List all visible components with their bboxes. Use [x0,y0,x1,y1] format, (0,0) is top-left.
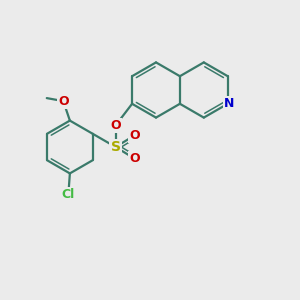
Text: S: S [111,140,121,154]
Text: N: N [224,97,234,110]
Text: O: O [110,119,121,132]
Text: O: O [58,94,69,108]
Text: Cl: Cl [62,188,75,201]
Text: O: O [129,129,140,142]
Text: O: O [129,152,140,165]
